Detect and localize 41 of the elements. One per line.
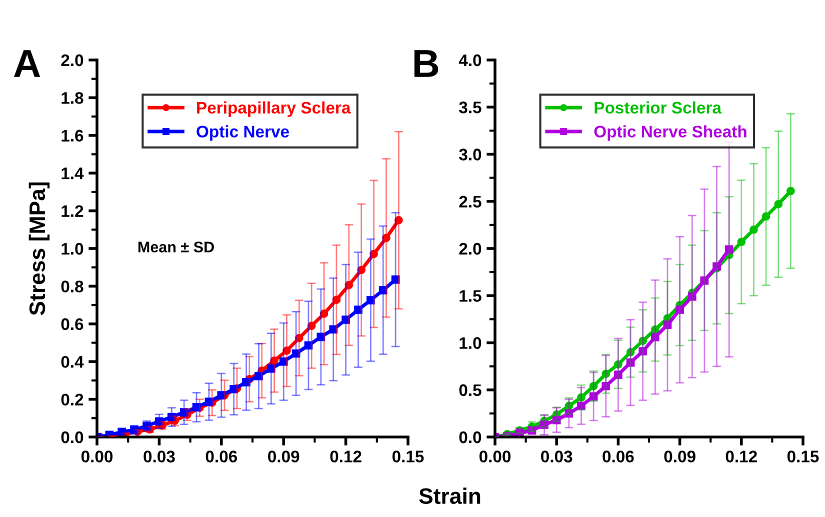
- y-tick-label: 0.6: [61, 318, 84, 330]
- y-tick-label: 0.8: [61, 280, 84, 292]
- x-tick-label: 0.15: [787, 450, 819, 462]
- legend-label: Optic Nerve Sheath: [594, 125, 746, 141]
- annotation: Mean ± SD: [138, 242, 214, 252]
- x-axis-title: Strain: [419, 488, 480, 504]
- y-tick-label: 1.4: [62, 168, 84, 180]
- y-tick-label: 1.5: [460, 290, 482, 302]
- y-tick-label: 0.0: [459, 431, 482, 444]
- legend-label: Optic Nerve: [196, 125, 289, 141]
- y-tick-label: 2.0: [459, 242, 482, 255]
- y-tick-label: 0.4: [61, 356, 84, 368]
- x-tick-label: 0.09: [664, 450, 696, 462]
- y-tick-label: 1.8: [62, 92, 84, 104]
- y-tick-label: 0.5: [459, 384, 482, 396]
- x-tick-label: 0.06: [206, 450, 238, 462]
- x-tick-label: 0.12: [726, 450, 757, 462]
- x-tick-label: 0.00: [81, 450, 113, 462]
- y-tick-label: 1.0: [460, 337, 482, 349]
- y-tick-label: 0.0: [61, 431, 84, 444]
- chart-title: B: [414, 50, 438, 77]
- y-tick-label: 1.6: [62, 130, 84, 142]
- legend-label: Peripapillary Sclera: [197, 101, 351, 117]
- y-tick-label: 1.0: [62, 242, 84, 255]
- y-axis-title: Stress [MPa]: [28, 182, 50, 316]
- legend-label: Posterior Sclera: [594, 101, 722, 114]
- y-tick-label: 1.2: [62, 205, 84, 217]
- chart-title: A: [14, 50, 40, 77]
- y-tick-label: 3.5: [459, 102, 482, 114]
- x-tick-label: 0.09: [268, 450, 300, 462]
- x-tick-label: 0.15: [392, 450, 424, 462]
- y-tick-label: 2.0: [61, 54, 84, 66]
- x-tick-label: 0.03: [144, 450, 175, 462]
- y-tick-label: 3.0: [459, 148, 482, 160]
- y-tick-label: 2.5: [459, 196, 482, 208]
- x-tick-label: 0.06: [602, 450, 634, 462]
- x-tick-label: 0.12: [330, 450, 362, 462]
- x-tick-label: 0.00: [479, 450, 511, 462]
- y-tick-label: 0.2: [61, 394, 84, 406]
- x-tick-label: 0.03: [541, 450, 572, 462]
- y-tick-label: 4.0: [458, 54, 482, 66]
